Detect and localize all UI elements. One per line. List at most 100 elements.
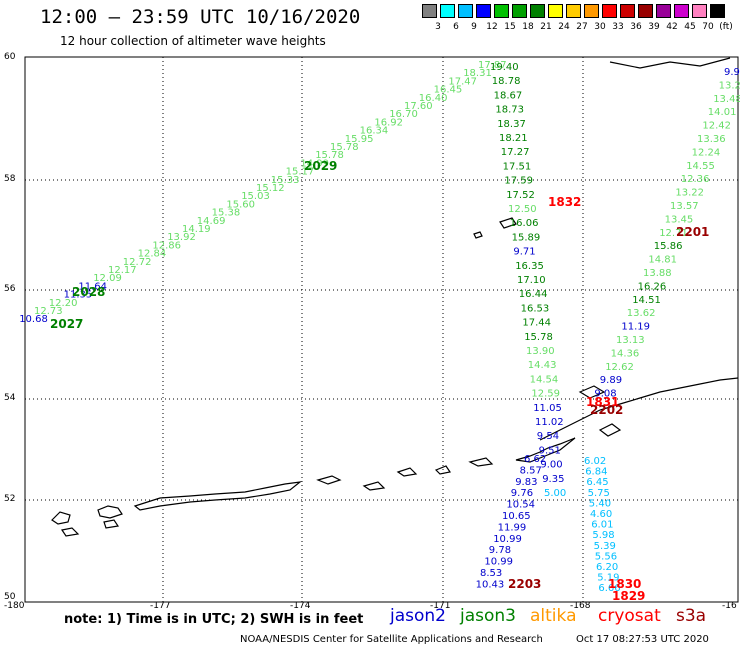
track-value: 10.43 xyxy=(476,579,505,590)
scale-label: 3 xyxy=(435,22,441,32)
lat-tick: 50 xyxy=(4,592,16,602)
lon-tick: -168 xyxy=(570,601,591,611)
track-value: 9.9 xyxy=(724,67,740,78)
track-value: 11.05 xyxy=(533,403,562,414)
track-value: 12.50 xyxy=(508,204,537,215)
track-value: 17.47 xyxy=(448,76,477,87)
scale-label: 39 xyxy=(648,22,660,32)
track-value: 15.78 xyxy=(524,332,553,343)
track-value: 19.40 xyxy=(490,62,519,73)
track-value: 5.39 xyxy=(594,541,616,552)
track-value: 12.20 xyxy=(49,298,78,309)
track-value: 5.56 xyxy=(595,551,617,562)
track-value: 13.13 xyxy=(616,335,645,346)
pass-label: 1830 xyxy=(608,577,641,591)
track-value: 15.38 xyxy=(212,208,241,219)
track-value: 17.60 xyxy=(404,101,433,112)
track-value: 9.54 xyxy=(537,431,559,442)
track-value: 12.84 xyxy=(138,249,167,260)
lon-tick: -174 xyxy=(290,601,311,611)
scale-swatch xyxy=(494,4,509,18)
map-subtitle: 12 hour collection of altimeter wave hei… xyxy=(60,34,326,48)
map-frame xyxy=(24,56,739,603)
pass-label: 2202 xyxy=(590,403,623,417)
scale-label: 24 xyxy=(558,22,570,32)
track-value: 12.17 xyxy=(108,265,137,276)
coastline xyxy=(51,57,739,537)
scale-swatch xyxy=(440,4,455,18)
track-value: 10.68 xyxy=(19,314,48,325)
track-value: 12.86 xyxy=(152,240,181,251)
track-value: 13.62 xyxy=(627,308,656,319)
track-value: 12.36 xyxy=(681,174,710,185)
scale-swatch xyxy=(710,4,725,18)
scale-label: 42 xyxy=(666,22,678,32)
scale-label: 12 xyxy=(486,22,498,32)
track-value: 13.90 xyxy=(526,346,555,357)
pass-label: 2201 xyxy=(676,225,709,239)
track-value: 16.26 xyxy=(638,281,667,292)
track-value: 9.71 xyxy=(513,247,535,258)
track-value: 6.84 xyxy=(585,467,607,478)
track-value: 9.78 xyxy=(489,545,511,556)
scale-label: 36 xyxy=(630,22,642,32)
track-value: 11.35 xyxy=(64,290,93,301)
track-value: 12.72 xyxy=(123,257,152,268)
track-value: 9.00 xyxy=(540,460,562,471)
legend-cryosat: cryosat xyxy=(598,606,661,626)
lat-tick: 56 xyxy=(4,284,16,294)
track-value: 12.42 xyxy=(702,121,731,132)
track-value: 9.08 xyxy=(594,389,616,400)
pass-label: 1829 xyxy=(612,589,645,603)
footer-note: note: 1) Time is in UTC; 2) SWH is in fe… xyxy=(64,612,364,627)
track-value: 9.35 xyxy=(542,474,564,485)
scale-swatch xyxy=(422,4,437,18)
track-value: 13.92 xyxy=(167,232,196,243)
track-value: 18.31 xyxy=(463,68,492,79)
scale-swatch xyxy=(458,4,473,18)
scale-label: 18 xyxy=(522,22,534,32)
scale-label: 15 xyxy=(504,22,516,32)
scale-label: 9 xyxy=(471,22,477,32)
track-value: 14.01 xyxy=(708,107,737,118)
track-value: 16.40 xyxy=(419,93,448,104)
track-value: 12.71 xyxy=(659,228,688,239)
track-value: 11.64 xyxy=(78,281,107,292)
track-value: 6.62 xyxy=(524,454,546,465)
track-value: 9.51 xyxy=(539,445,561,456)
track-value: 9.83 xyxy=(515,477,537,488)
track-value: 14.69 xyxy=(197,216,226,227)
track-value: 17.59 xyxy=(504,176,533,187)
scale-swatch xyxy=(476,4,491,18)
legend-altika: altika xyxy=(530,606,577,626)
track-value: 15.78 xyxy=(315,150,344,161)
track-value: 18.73 xyxy=(495,105,524,116)
track-value: 11.02 xyxy=(535,417,564,428)
track-value: 16.44 xyxy=(519,289,548,300)
track-value: 8.53 xyxy=(480,568,502,579)
track-value: 5.75 xyxy=(588,488,610,499)
lat-tick: 52 xyxy=(4,494,16,504)
track-value: 14.54 xyxy=(530,374,559,385)
track-value: 18.21 xyxy=(499,133,528,144)
track-value: 15.17 xyxy=(286,167,315,178)
track-value: 14.19 xyxy=(182,224,211,235)
track-value: 6.66 xyxy=(598,583,620,594)
track-value: 18.67 xyxy=(494,90,523,101)
track-value: 12.59 xyxy=(531,389,560,400)
lon-tick: -171 xyxy=(430,601,451,611)
track-value: 15.86 xyxy=(654,241,683,252)
pass-label: 2203 xyxy=(508,577,541,591)
scale-swatch xyxy=(692,4,707,18)
lat-tick: 58 xyxy=(4,174,16,184)
track-value: 9.89 xyxy=(600,375,622,386)
track-value: 15.60 xyxy=(226,199,255,210)
track-value: 6.20 xyxy=(596,562,618,573)
lat-tick: 60 xyxy=(4,52,16,62)
scale-swatch xyxy=(656,4,671,18)
scale-label: 30 xyxy=(594,22,606,32)
track-value: 15.95 xyxy=(345,134,374,145)
scale-swatch xyxy=(566,4,581,18)
track-value: 18.37 xyxy=(497,119,526,130)
